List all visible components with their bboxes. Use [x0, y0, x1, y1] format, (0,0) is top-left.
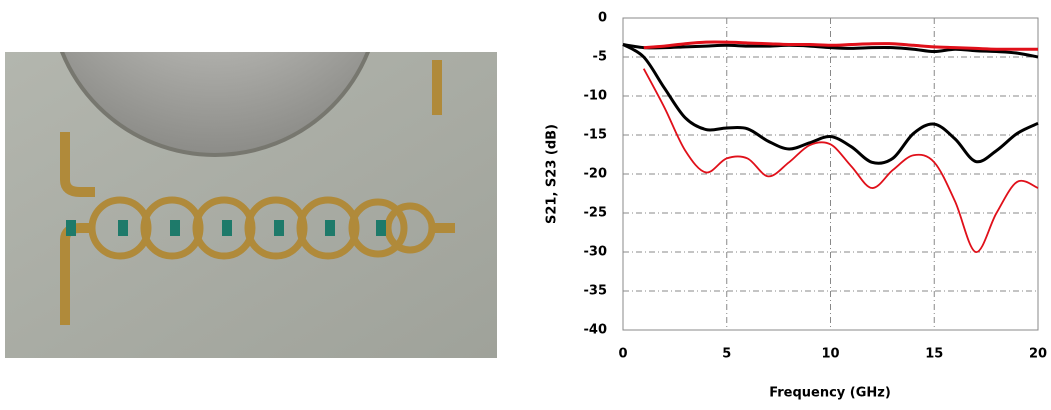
y-tick-label: 0 [598, 11, 607, 26]
x-tick-label: 5 [722, 347, 731, 362]
y-tick-label: -15 [584, 128, 608, 143]
y-tick-label: -5 [593, 50, 607, 65]
x-tick-label: 20 [1029, 347, 1047, 362]
x-axis-label: Frequency (GHz) [769, 386, 891, 401]
photo [5, 52, 497, 358]
x-tick-label: 0 [618, 347, 627, 362]
series-line [622, 43, 1039, 165]
series-line [642, 68, 1039, 253]
x-tick-label: 15 [925, 347, 943, 362]
series-line [643, 40, 1038, 51]
series-line [622, 43, 1039, 59]
y-tick-label: -30 [584, 245, 608, 260]
y-tick-label: -10 [584, 89, 608, 104]
y-tick-label: -35 [584, 284, 608, 299]
y-tick-label: -25 [584, 206, 608, 221]
y-tick-label: -40 [584, 323, 608, 338]
y-axis-label: S21, S23 (dB) [545, 124, 560, 224]
y-tick-label: -20 [584, 167, 608, 182]
x-tick-label: 10 [821, 347, 839, 362]
